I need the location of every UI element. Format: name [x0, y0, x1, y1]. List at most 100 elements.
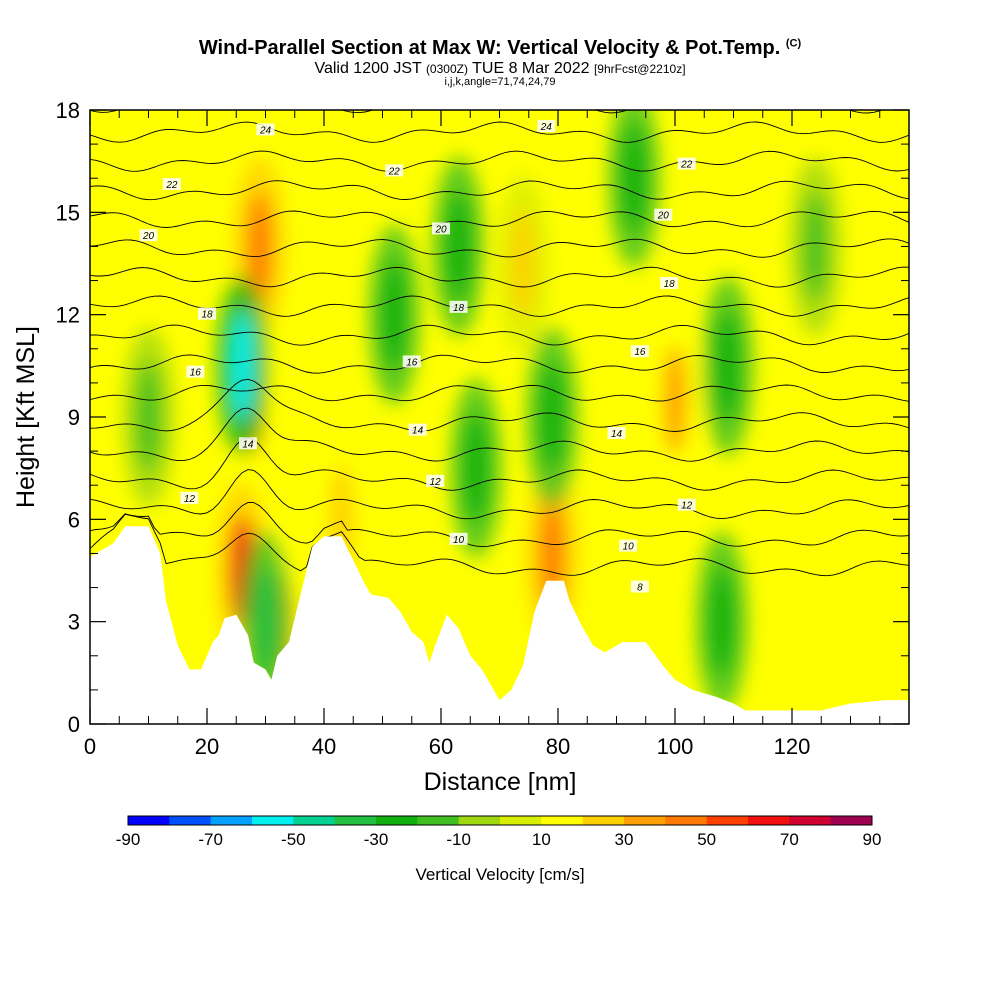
- theta-label: 20: [432, 222, 450, 235]
- colorbar: -90 -70 -50 -30 -10 10 30 50 70 90: [116, 815, 881, 849]
- colorbar-tick-label: -10: [446, 830, 471, 849]
- theta-contour: [90, 384, 909, 402]
- theta-label-text: 14: [611, 429, 623, 440]
- theta-label-text: 22: [680, 160, 693, 171]
- theta-label-text: 20: [142, 231, 155, 242]
- colorbar-swatch: [334, 816, 377, 825]
- colorbar-swatch: [830, 816, 873, 825]
- y-tick-label: 9: [68, 405, 80, 430]
- y-tick-label: 12: [56, 303, 80, 328]
- velocity-core: [446, 191, 471, 302]
- velocity-core: [510, 208, 535, 319]
- x-tick-label: 100: [657, 734, 694, 759]
- colorbar-tick-label: -90: [116, 830, 141, 849]
- colorbar-swatch: [665, 816, 707, 825]
- theta-label-text: 22: [388, 166, 401, 177]
- theta-label: 18: [449, 300, 468, 314]
- copyright-mark: (C): [785, 37, 802, 50]
- colorbar-tick-label: 10: [532, 830, 551, 849]
- theta-label: 22: [385, 164, 404, 177]
- theta-contour: [90, 238, 909, 258]
- plot-area: 24 24 22 22 22 20 20 20 18 18 18 16 16 16 14 14 14 12 12 12…: [90, 110, 909, 724]
- colorbar-swatch: [458, 816, 501, 825]
- theta-label: 16: [402, 355, 421, 368]
- theta-label: 12: [180, 491, 199, 505]
- velocity-core: [622, 123, 647, 234]
- theta-contour: [90, 210, 909, 228]
- y-axis-label: Height [Kft MSL]: [12, 326, 40, 508]
- theta-contour: [90, 150, 909, 172]
- theta-label-text: 12: [681, 501, 693, 512]
- colorbar-swatch: [789, 816, 831, 825]
- theta-label: 20: [654, 208, 673, 222]
- colorbar-swatch: [210, 816, 253, 825]
- colorbar-tick-label: 70: [780, 830, 799, 849]
- theta-label-text: 16: [190, 368, 202, 379]
- theta-label-text: 12: [430, 477, 442, 488]
- theta-contour: [90, 513, 909, 577]
- theta-label: 24: [256, 123, 275, 136]
- colorbar-swatch: [128, 816, 170, 825]
- theta-contour: [90, 354, 909, 374]
- velocity-core: [382, 259, 407, 370]
- theta-contour: [90, 266, 909, 288]
- forecast-tag: [9hrFcst@2210z]: [593, 62, 686, 76]
- colorbar-swatch: [293, 816, 335, 825]
- theta-label-text: 20: [434, 224, 447, 235]
- velocity-core: [253, 566, 278, 677]
- theta-label: 18: [198, 307, 216, 321]
- theta-label: 16: [186, 365, 205, 379]
- theta-label: 14: [238, 437, 257, 450]
- colorbar-swatch: [252, 816, 294, 825]
- axes: 0 20 40 60 80 100 120 0 3 6 9 12 15 18: [56, 98, 909, 759]
- colorbar-swatch: [748, 816, 790, 825]
- theta-label: 12: [677, 498, 696, 512]
- theta-label-text: 16: [634, 347, 646, 358]
- colorbar-swatch: [376, 816, 418, 825]
- theta-label: 18: [660, 276, 679, 290]
- x-tick-label: 80: [546, 734, 570, 759]
- colorbar-tick-label: 30: [615, 830, 634, 849]
- colorbar-tick-label: -30: [364, 830, 389, 849]
- colorbar-swatch: [541, 816, 583, 825]
- valid-prefix: Valid 1200 JST: [314, 60, 422, 77]
- theta-contour: [90, 437, 909, 491]
- x-tick-label: 120: [774, 734, 811, 759]
- colorbar-swatch: [169, 816, 211, 825]
- theta-label-text: 18: [453, 303, 465, 314]
- theta-label-text: 12: [184, 494, 196, 505]
- field-background: [90, 110, 909, 724]
- velocity-field: [122, 110, 842, 719]
- theta-contour: [90, 324, 909, 346]
- velocity-core: [464, 413, 489, 524]
- chart-valid-time: Valid 1200 JST (0300Z) TUE 8 Mar 2022 [9…: [0, 60, 1000, 78]
- y-tick-label: 0: [68, 712, 80, 737]
- colorbar-tick-label: 50: [697, 830, 716, 849]
- theta-label: 14: [408, 423, 427, 437]
- theta-contour-labels: 24 24 22 22 22 20 20 20 18 18 18 16 16 16 14 14 14 12 12 12…: [139, 120, 696, 594]
- y-tick-label: 3: [68, 610, 80, 635]
- colorbar-tick-label: -50: [281, 830, 306, 849]
- theta-label: 10: [619, 539, 638, 553]
- theta-label-text: 22: [165, 180, 178, 191]
- theta-contour: [90, 502, 909, 548]
- colorbar-swatch: [500, 816, 542, 825]
- theta-label: 8: [630, 580, 649, 594]
- x-tick-label: 20: [195, 734, 219, 759]
- theta-label: 22: [677, 157, 696, 171]
- theta-label-text: 24: [540, 122, 553, 133]
- theta-label-text: 8: [637, 583, 643, 594]
- velocity-core: [540, 362, 565, 472]
- velocity-core: [709, 566, 734, 677]
- colorbar-swatch: [706, 816, 749, 825]
- theta-label-text: 24: [259, 125, 272, 136]
- velocity-core: [803, 191, 828, 302]
- y-tick-label: 6: [68, 507, 80, 532]
- theta-label: 10: [449, 532, 468, 546]
- theta-label-text: 16: [406, 357, 418, 368]
- theta-contour: [90, 121, 909, 143]
- valid-date: TUE 8 Mar 2022: [472, 60, 590, 77]
- theta-label-text: 10: [623, 542, 635, 553]
- x-tick-label: 40: [312, 734, 336, 759]
